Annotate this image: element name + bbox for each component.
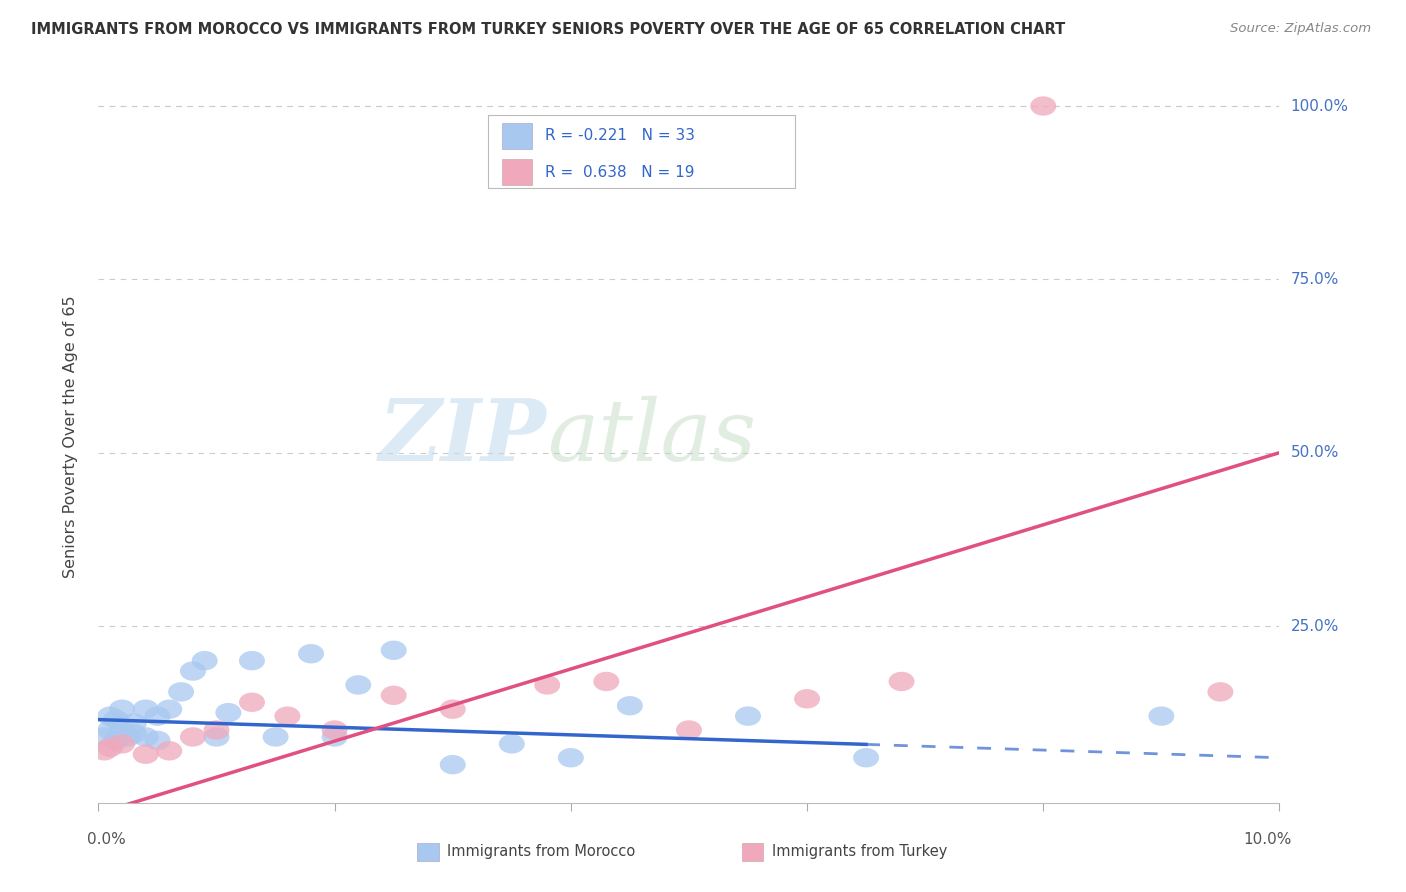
Ellipse shape	[534, 675, 560, 695]
Ellipse shape	[132, 745, 159, 764]
Ellipse shape	[440, 699, 465, 719]
Ellipse shape	[97, 738, 124, 757]
Ellipse shape	[558, 748, 583, 767]
Ellipse shape	[191, 651, 218, 671]
Text: IMMIGRANTS FROM MOROCCO VS IMMIGRANTS FROM TURKEY SENIORS POVERTY OVER THE AGE O: IMMIGRANTS FROM MOROCCO VS IMMIGRANTS FR…	[31, 22, 1066, 37]
Ellipse shape	[322, 727, 347, 747]
Text: 100.0%: 100.0%	[1291, 98, 1348, 113]
Ellipse shape	[322, 721, 347, 739]
Ellipse shape	[239, 692, 264, 712]
Ellipse shape	[103, 731, 129, 750]
Ellipse shape	[110, 734, 135, 754]
Ellipse shape	[889, 672, 914, 691]
Ellipse shape	[298, 644, 323, 664]
Ellipse shape	[97, 721, 124, 739]
Ellipse shape	[1149, 706, 1174, 726]
Ellipse shape	[156, 699, 183, 719]
Text: ZIP: ZIP	[380, 395, 547, 479]
Text: atlas: atlas	[547, 396, 756, 478]
Ellipse shape	[853, 748, 879, 767]
Ellipse shape	[1031, 96, 1056, 116]
Ellipse shape	[121, 723, 146, 743]
Ellipse shape	[381, 640, 406, 660]
Text: 10.0%: 10.0%	[1243, 832, 1291, 847]
Bar	[502, 123, 531, 149]
Ellipse shape	[145, 706, 170, 726]
Bar	[742, 843, 763, 862]
Ellipse shape	[215, 703, 242, 723]
Ellipse shape	[735, 706, 761, 726]
Ellipse shape	[794, 690, 820, 708]
Ellipse shape	[676, 721, 702, 739]
Ellipse shape	[1208, 682, 1233, 702]
Ellipse shape	[593, 672, 619, 691]
Text: Source: ZipAtlas.com: Source: ZipAtlas.com	[1230, 22, 1371, 36]
Ellipse shape	[346, 675, 371, 695]
Ellipse shape	[156, 741, 183, 761]
Bar	[418, 843, 439, 862]
Ellipse shape	[91, 727, 117, 747]
Text: Immigrants from Morocco: Immigrants from Morocco	[447, 845, 636, 859]
Text: R =  0.638   N = 19: R = 0.638 N = 19	[546, 165, 695, 180]
Ellipse shape	[274, 706, 301, 726]
Y-axis label: Seniors Poverty Over the Age of 65: Seniors Poverty Over the Age of 65	[63, 296, 77, 578]
Text: Immigrants from Turkey: Immigrants from Turkey	[772, 845, 948, 859]
Text: 25.0%: 25.0%	[1291, 618, 1339, 633]
Ellipse shape	[110, 721, 135, 739]
Ellipse shape	[381, 686, 406, 705]
Ellipse shape	[440, 755, 465, 774]
Ellipse shape	[132, 699, 159, 719]
Text: R = -0.221   N = 33: R = -0.221 N = 33	[546, 128, 695, 144]
Ellipse shape	[617, 696, 643, 715]
Ellipse shape	[499, 734, 524, 754]
Ellipse shape	[110, 699, 135, 719]
Ellipse shape	[169, 682, 194, 702]
Ellipse shape	[132, 727, 159, 747]
Ellipse shape	[145, 731, 170, 750]
Ellipse shape	[115, 727, 141, 747]
Ellipse shape	[97, 706, 124, 726]
Ellipse shape	[239, 651, 264, 671]
Ellipse shape	[263, 727, 288, 747]
Ellipse shape	[180, 661, 205, 681]
Ellipse shape	[204, 721, 229, 739]
Ellipse shape	[204, 727, 229, 747]
Bar	[502, 160, 531, 186]
FancyBboxPatch shape	[488, 115, 796, 188]
Text: 50.0%: 50.0%	[1291, 445, 1339, 460]
Ellipse shape	[180, 727, 205, 747]
Text: 75.0%: 75.0%	[1291, 272, 1339, 287]
Ellipse shape	[91, 741, 117, 761]
Ellipse shape	[121, 714, 146, 732]
Text: 0.0%: 0.0%	[87, 832, 125, 847]
Ellipse shape	[103, 710, 129, 730]
